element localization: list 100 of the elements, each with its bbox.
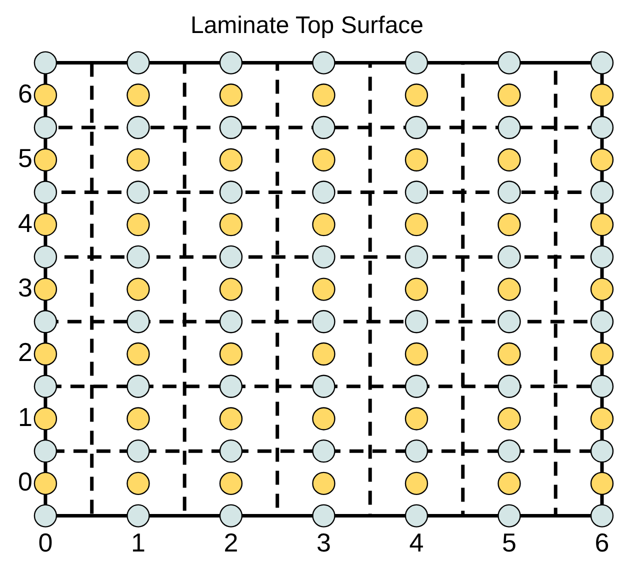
point <box>590 278 614 301</box>
point <box>219 342 243 366</box>
point <box>126 212 150 236</box>
chart-title: Laminate Top Surface <box>190 12 424 40</box>
point <box>590 84 614 107</box>
point <box>34 84 58 107</box>
point <box>312 310 336 334</box>
point <box>590 116 614 140</box>
point <box>590 504 614 528</box>
x-tick-label: 6 <box>594 528 610 558</box>
point <box>312 504 336 528</box>
point <box>126 310 150 334</box>
point <box>126 245 150 269</box>
point <box>498 374 521 398</box>
point <box>34 374 58 398</box>
point <box>219 116 243 140</box>
point <box>312 148 336 172</box>
point <box>404 84 428 107</box>
point <box>312 180 336 204</box>
y-tick-label: 4 <box>18 208 32 238</box>
point <box>312 212 336 236</box>
point <box>219 439 243 463</box>
point <box>590 439 614 463</box>
point <box>404 472 428 496</box>
point <box>126 148 150 172</box>
point <box>219 148 243 172</box>
point <box>34 278 58 301</box>
point <box>404 407 428 430</box>
point <box>219 212 243 236</box>
point <box>498 342 521 366</box>
point <box>34 342 58 366</box>
point <box>34 212 58 236</box>
y-tick-label: 5 <box>18 143 32 174</box>
point <box>126 180 150 204</box>
point <box>498 472 521 496</box>
point <box>312 245 336 269</box>
point <box>404 116 428 140</box>
point <box>312 374 336 398</box>
point <box>219 84 243 107</box>
point <box>404 374 428 398</box>
point <box>34 148 58 172</box>
point <box>498 245 521 269</box>
x-tick-label: 4 <box>409 528 424 558</box>
x-tick-label: 2 <box>224 528 238 558</box>
y-tick-label: 1 <box>18 402 32 432</box>
point <box>219 278 243 301</box>
point <box>34 472 58 496</box>
point <box>312 51 336 74</box>
point <box>312 407 336 430</box>
point <box>404 278 428 301</box>
point <box>126 116 150 140</box>
x-tick-label: 0 <box>38 528 53 558</box>
point <box>126 84 150 107</box>
point <box>34 439 58 463</box>
point <box>312 116 336 140</box>
point <box>34 51 58 74</box>
point <box>34 407 58 430</box>
point <box>498 212 521 236</box>
point <box>498 310 521 334</box>
point <box>590 180 614 204</box>
point <box>404 212 428 236</box>
y-tick-label: 2 <box>18 337 32 368</box>
point <box>126 407 150 430</box>
point <box>590 148 614 172</box>
point <box>498 278 521 301</box>
point <box>219 504 243 528</box>
point <box>126 439 150 463</box>
point <box>590 245 614 269</box>
point <box>590 407 614 430</box>
point <box>404 310 428 334</box>
point <box>590 310 614 334</box>
point <box>126 342 150 366</box>
point <box>312 342 336 366</box>
point <box>219 51 243 74</box>
point <box>404 342 428 366</box>
point <box>590 212 614 236</box>
point <box>34 180 58 204</box>
point <box>126 278 150 301</box>
x-tick-label: 5 <box>502 528 516 558</box>
point <box>498 116 521 140</box>
point <box>312 84 336 107</box>
point <box>312 278 336 301</box>
point <box>219 374 243 398</box>
point <box>498 84 521 107</box>
y-tick-label: 3 <box>18 272 32 302</box>
point <box>34 310 58 334</box>
point <box>404 245 428 269</box>
point <box>126 374 150 398</box>
point <box>498 51 521 74</box>
point <box>404 148 428 172</box>
point <box>498 180 521 204</box>
point <box>126 504 150 528</box>
point <box>498 407 521 430</box>
y-tick-label: 0 <box>18 466 32 497</box>
point <box>498 439 521 463</box>
point <box>590 51 614 74</box>
point <box>312 439 336 463</box>
point <box>219 245 243 269</box>
point <box>498 148 521 172</box>
point <box>312 472 336 496</box>
